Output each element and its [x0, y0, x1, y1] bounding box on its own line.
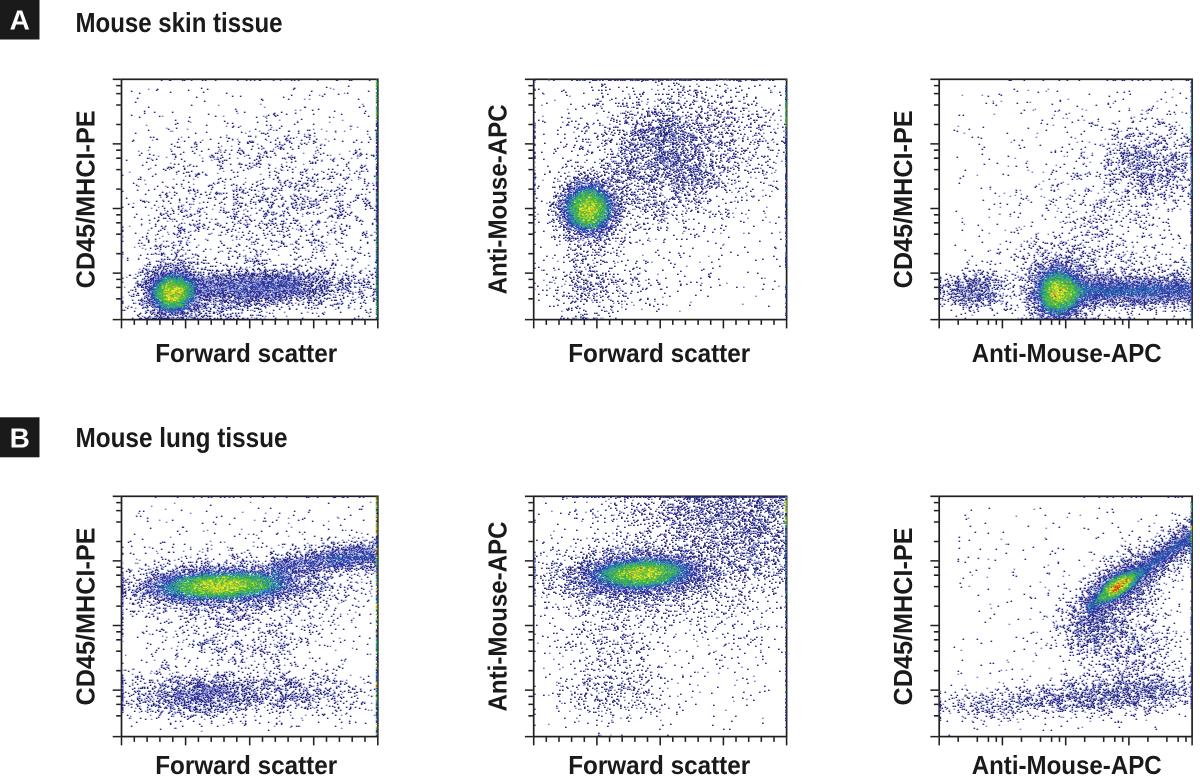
svg-text:Forward scatter: Forward scatter: [155, 338, 337, 368]
svg-text:CD45/MHCI-PE: CD45/MHCI-PE: [888, 110, 918, 288]
svg-text:Anti-Mouse-APC: Anti-Mouse-APC: [972, 750, 1162, 778]
svg-text:Mouse lung tissue: Mouse lung tissue: [76, 422, 288, 453]
svg-text:CD45/MHCI-PE: CD45/MHCI-PE: [70, 110, 100, 288]
svg-text:CD45/MHCI-PE: CD45/MHCI-PE: [888, 528, 918, 706]
svg-text:Mouse skin tissue: Mouse skin tissue: [76, 7, 283, 38]
svg-text:Anti-Mouse-APC: Anti-Mouse-APC: [483, 521, 513, 711]
svg-text:Forward scatter: Forward scatter: [568, 338, 750, 368]
svg-text:CD45/MHCI-PE: CD45/MHCI-PE: [70, 528, 100, 706]
svg-text:Anti-Mouse-APC: Anti-Mouse-APC: [972, 338, 1162, 368]
svg-text:A: A: [10, 5, 30, 36]
svg-text:B: B: [10, 423, 30, 454]
svg-text:Anti-Mouse-APC: Anti-Mouse-APC: [483, 104, 513, 294]
svg-text:Forward scatter: Forward scatter: [568, 750, 750, 778]
svg-text:Forward scatter: Forward scatter: [155, 750, 337, 778]
